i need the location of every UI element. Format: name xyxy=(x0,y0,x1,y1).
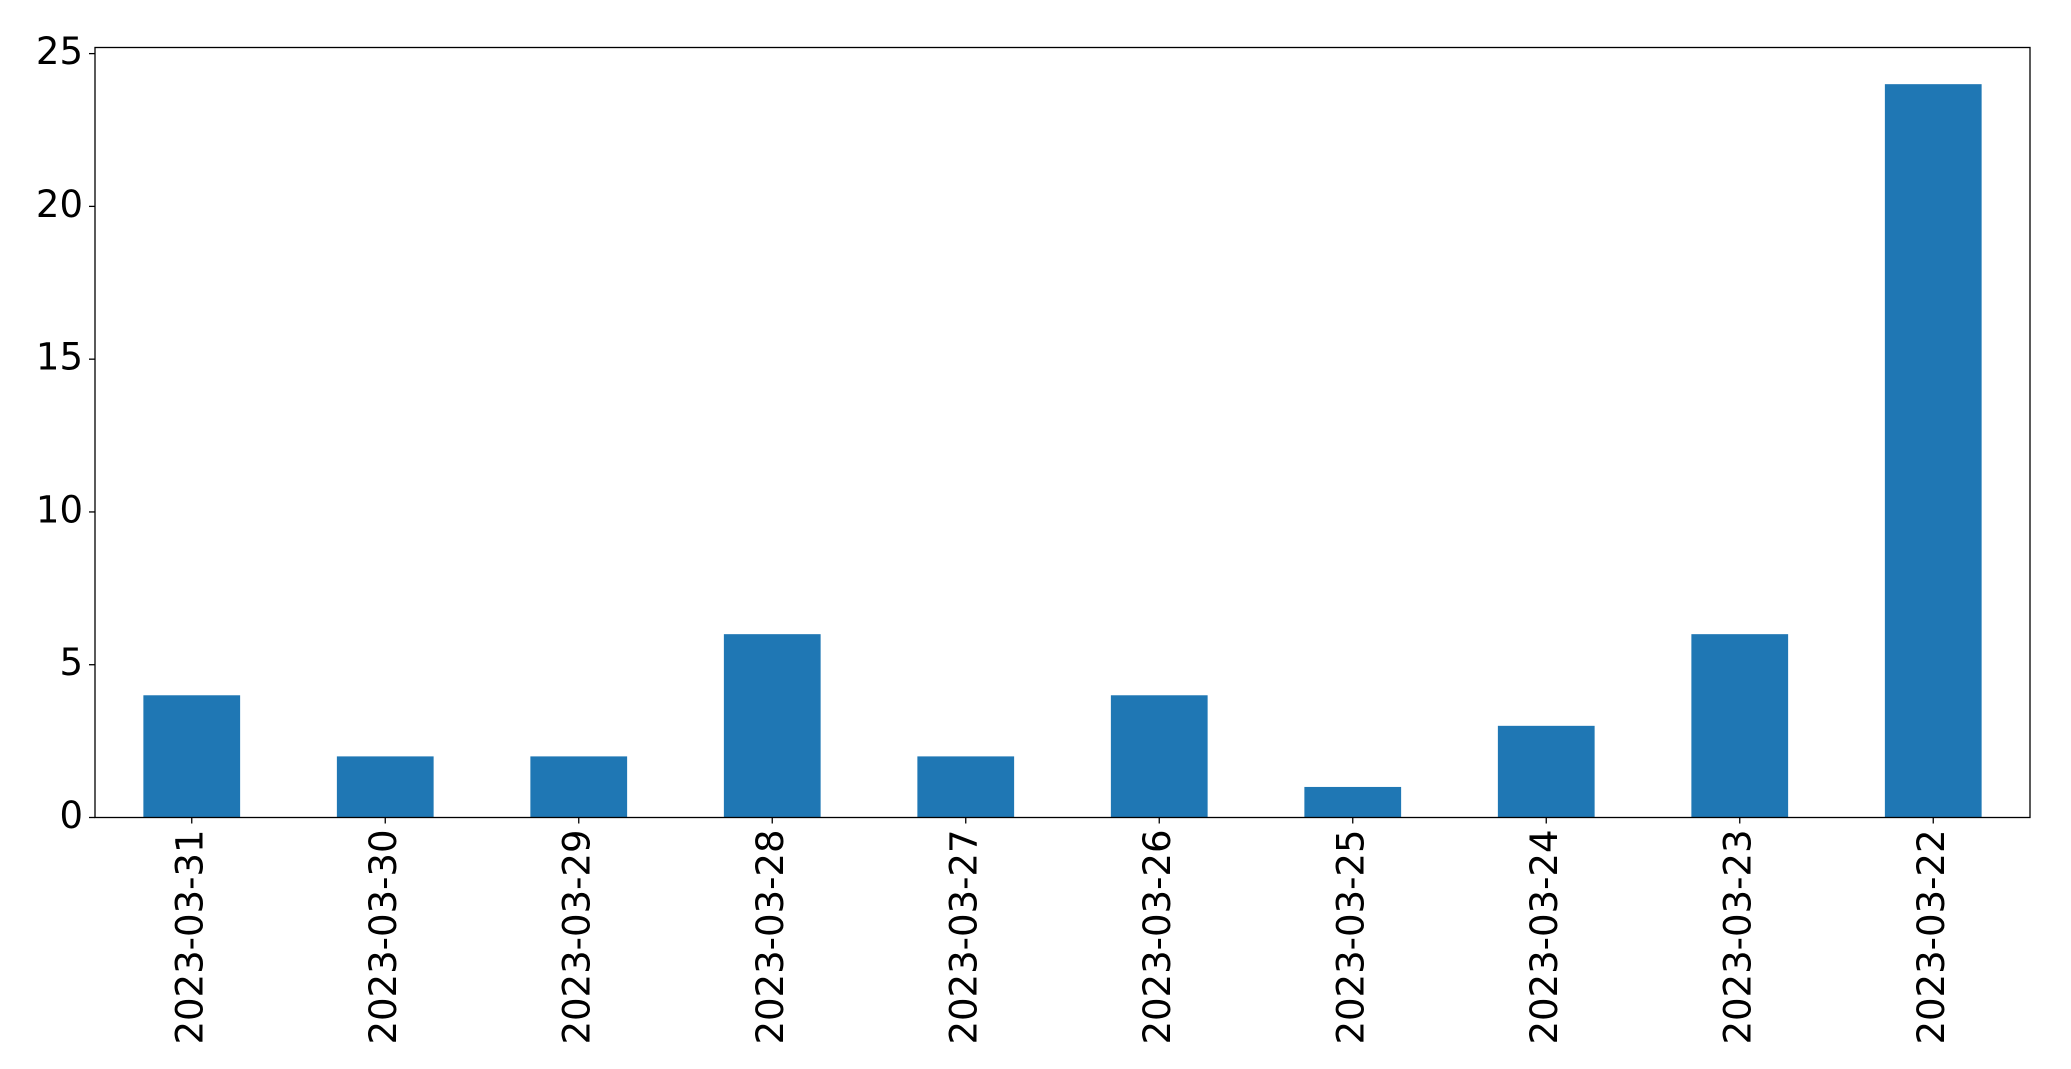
x-tick-label: 2023-03-31 xyxy=(168,830,211,1045)
x-tick-label: 2023-03-23 xyxy=(1716,830,1759,1045)
x-tick-label: 2023-03-28 xyxy=(749,830,792,1045)
y-tick-label: 10 xyxy=(36,488,83,531)
x-tick-label: 2023-03-22 xyxy=(1910,830,1953,1045)
bar xyxy=(336,756,434,818)
y-tick-label: 15 xyxy=(36,336,83,379)
bar xyxy=(143,695,241,818)
y-tick-label: 0 xyxy=(59,794,83,837)
y-tick-label: 25 xyxy=(36,30,83,73)
bar xyxy=(1884,84,1982,818)
y-tick-label: 20 xyxy=(36,183,83,226)
bar xyxy=(1110,695,1208,818)
x-tick-label: 2023-03-29 xyxy=(555,830,598,1045)
x-tick-label: 2023-03-27 xyxy=(942,830,985,1045)
x-tick-label: 2023-03-26 xyxy=(1136,830,1179,1045)
x-tick-label: 2023-03-25 xyxy=(1329,830,1372,1045)
bar xyxy=(1497,725,1595,818)
bar xyxy=(530,756,628,818)
bar xyxy=(723,634,821,818)
x-tick-label: 2023-03-24 xyxy=(1523,830,1566,1045)
bar xyxy=(917,756,1015,818)
plot-frame xyxy=(94,46,2031,819)
bar xyxy=(1691,634,1789,818)
y-tick-label: 5 xyxy=(59,641,83,684)
bar xyxy=(1304,786,1402,818)
x-tick-label: 2023-03-30 xyxy=(362,830,405,1045)
